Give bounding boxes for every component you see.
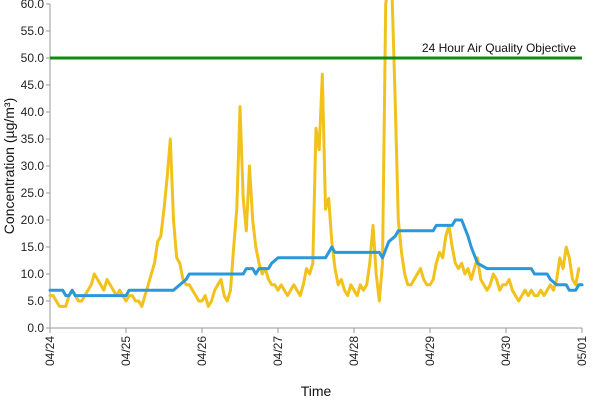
y-tick-label: 15.0 xyxy=(21,240,45,254)
x-tick-label: 04/28 xyxy=(347,336,361,366)
y-tick-label: 35.0 xyxy=(21,132,45,146)
x-tick-label: 04/24 xyxy=(43,336,57,366)
y-tick-label: 25.0 xyxy=(21,186,45,200)
x-tick-label: 04/27 xyxy=(271,336,285,366)
x-tick-label: 04/29 xyxy=(423,336,437,366)
x-tick-label: 04/25 xyxy=(119,336,133,366)
y-tick-label: 0.0 xyxy=(27,321,44,335)
x-tick-label: 04/30 xyxy=(499,336,513,366)
x-axis-title: Time xyxy=(301,383,332,399)
y-axis-ticks: 0.0 5.0 10.0 15.0 20.0 25.0 30.0 35.0 40.0 45.0 50… xyxy=(21,0,50,335)
y-tick-label: 45.0 xyxy=(21,78,45,92)
objective-label: 24 Hour Air Quality Objective xyxy=(422,41,576,55)
y-tick-label: 50.0 xyxy=(21,51,45,65)
y-tick-label: 55.0 xyxy=(21,24,45,38)
series-lines xyxy=(48,0,584,308)
y-tick-label: 20.0 xyxy=(21,213,45,227)
y-axis-title: Concentration (µg/m³) xyxy=(1,98,17,234)
x-tick-label: 05/01 xyxy=(575,336,589,366)
y-tick-label: 40.0 xyxy=(21,105,45,119)
y-tick-label: 10.0 xyxy=(21,267,45,281)
y-tick-label: 60.0 xyxy=(21,0,45,11)
y-tick-label: 5.0 xyxy=(27,294,44,308)
y-tick-label: 30.0 xyxy=(21,159,45,173)
x-tick-label: 04/26 xyxy=(195,336,209,366)
x-axis-ticks: 04/24 04/25 04/26 04/27 04/28 04/29 04/30 05/01 xyxy=(43,328,589,366)
series-line-1 xyxy=(48,0,581,308)
series-line-2 xyxy=(48,218,584,298)
